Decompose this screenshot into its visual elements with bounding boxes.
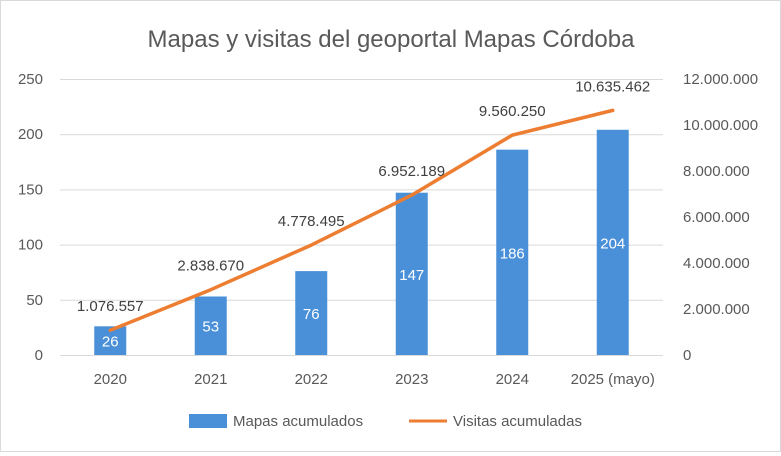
- right-tick-label: 4.000.000: [683, 255, 750, 272]
- left-tick-label: 0: [35, 347, 43, 364]
- left-axis: 0 50 100 150 200 250: [18, 71, 43, 364]
- right-tick-label: 10.000.000: [683, 117, 758, 134]
- gridlines: [60, 79, 663, 301]
- x-tick-label: 2023: [395, 371, 428, 388]
- bar: [295, 271, 328, 355]
- x-tick-label: 2024: [496, 371, 529, 388]
- bar-data-label: 147: [399, 267, 424, 284]
- line-point: [611, 108, 615, 112]
- legend-label-visitas: Visitas acumuladas: [453, 413, 582, 430]
- line-data-label: 6.952.189: [378, 163, 445, 180]
- bar-data-label: 76: [303, 306, 320, 323]
- right-tick-label: 8.000.000: [683, 163, 750, 180]
- right-axis: 0 2.000.000 4.000.000 6.000.000 8.000.000 10.…: [683, 71, 758, 364]
- line-point: [309, 243, 313, 247]
- line-point: [410, 193, 414, 197]
- line-data-label: 10.635.462: [575, 78, 650, 95]
- bar: [496, 149, 529, 355]
- right-tick-label: 12.000.000: [683, 71, 758, 88]
- line-data-label: 4.778.495: [278, 213, 345, 230]
- line-data-label: 9.560.250: [479, 103, 546, 120]
- line-data-label: 2.838.670: [177, 258, 244, 275]
- left-tick-label: 50: [26, 292, 43, 309]
- right-tick-label: 6.000.000: [683, 209, 750, 226]
- right-tick-label: 2.000.000: [683, 301, 750, 318]
- bar-data-label: 53: [202, 319, 219, 336]
- right-tick-label: 0: [683, 347, 691, 364]
- x-tick-label: 2025 (mayo): [571, 371, 655, 388]
- line-series: 1.076.557 2.838.670 4.778.495 6.952.189 9.56…: [77, 78, 650, 332]
- line-data-label: 1.076.557: [77, 298, 144, 315]
- chart-title: Mapas y visitas del geoportal Mapas Córd…: [148, 26, 636, 53]
- line-point: [108, 328, 112, 332]
- x-axis: 2020 2021 2022 2023 2024 2025 (mayo): [94, 371, 655, 388]
- bar: [395, 192, 428, 355]
- left-tick-label: 150: [18, 181, 43, 198]
- left-tick-label: 250: [18, 71, 43, 88]
- visitas-line: [108, 108, 615, 332]
- bar-data-label: 26: [102, 334, 119, 351]
- bar-data-label: 204: [600, 235, 625, 252]
- line-point: [510, 133, 514, 137]
- x-tick-label: 2022: [295, 371, 328, 388]
- x-tick-label: 2021: [194, 371, 227, 388]
- x-tick-label: 2020: [94, 371, 127, 388]
- line-point: [209, 288, 213, 292]
- legend: Mapas acumulados Visitas acumuladas: [189, 413, 582, 430]
- bar-data-label: 186: [500, 245, 525, 262]
- bar: [596, 129, 629, 355]
- bar: [194, 296, 227, 355]
- left-tick-label: 100: [18, 237, 43, 254]
- bar-series: 26 53 76 147 186 204: [94, 129, 629, 355]
- left-tick-label: 200: [18, 126, 43, 143]
- legend-swatch-mapas: [189, 414, 227, 428]
- legend-label-mapas: Mapas acumulados: [233, 413, 363, 430]
